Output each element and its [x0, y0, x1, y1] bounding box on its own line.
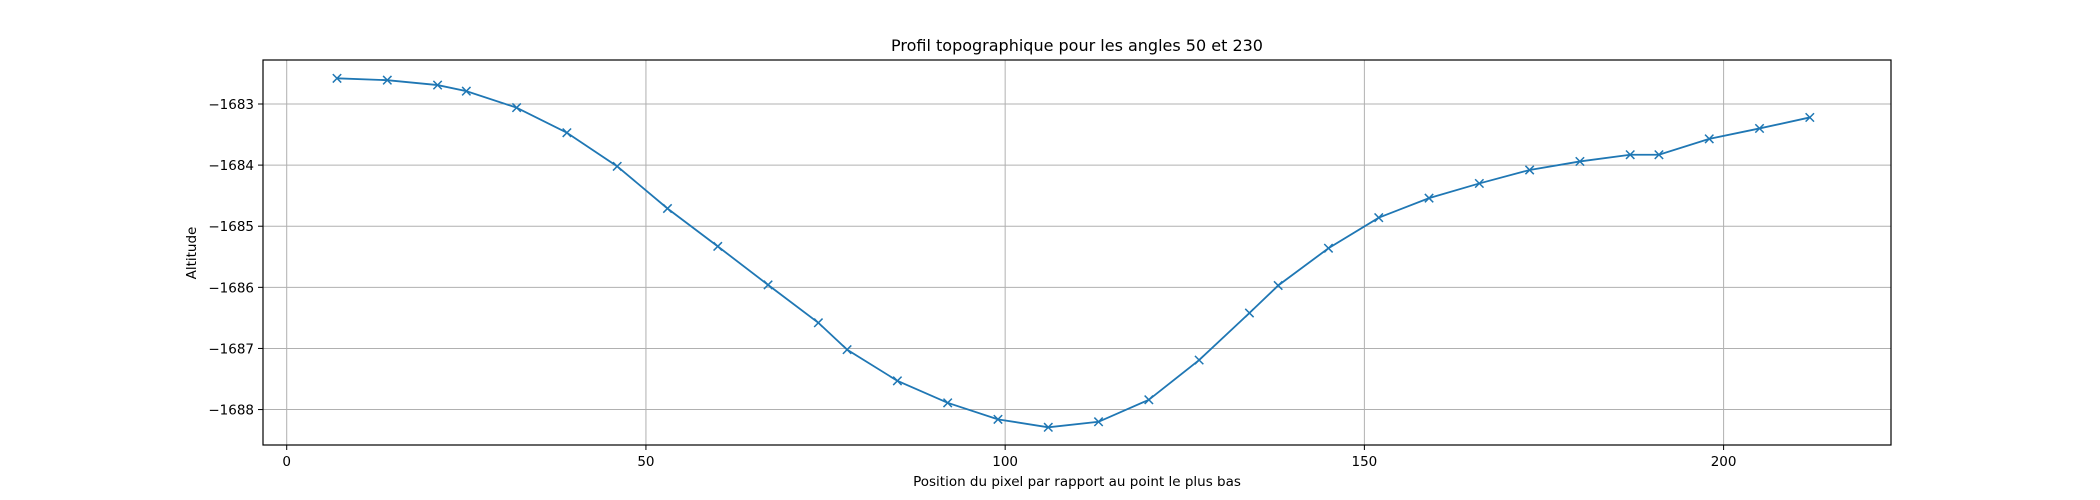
data-point-marker	[332, 73, 342, 84]
data-point-marker	[892, 376, 903, 386]
axis-ticks: 0 50 100 150 200 −1683 −1684 −1685 −1686 −1687 −16…	[208, 97, 1736, 470]
x-axis-label: Position du pixel par rapport au point l…	[913, 474, 1241, 490]
data-point-marker	[1805, 112, 1815, 123]
data-point-marker	[382, 75, 393, 85]
data-point-marker	[1194, 355, 1204, 365]
data-point-marker	[511, 102, 522, 113]
x-tick-label: 0	[282, 454, 291, 470]
data-point-marker	[1654, 149, 1664, 160]
plot-area-frame	[262, 59, 1892, 446]
data-point-marker	[1273, 280, 1283, 291]
y-axis-label: Altitude	[184, 227, 200, 280]
grid-lines	[263, 60, 1891, 445]
data-point-marker	[1424, 193, 1434, 203]
series-group	[332, 73, 1815, 433]
data-point-marker	[763, 280, 773, 290]
data-point-marker	[1524, 165, 1535, 175]
data-point-marker	[1093, 417, 1104, 427]
y-tick-label: −1686	[208, 280, 254, 296]
y-tick-label: −1685	[208, 219, 254, 235]
data-point-marker	[1704, 134, 1714, 144]
x-tick-label: 50	[637, 454, 654, 470]
data-point-marker	[432, 80, 443, 90]
data-point-marker	[1043, 422, 1053, 433]
y-tick-label: −1688	[208, 403, 254, 419]
data-point-marker	[1144, 395, 1154, 405]
data-point-marker	[993, 414, 1003, 425]
data-point-marker	[1625, 149, 1635, 160]
data-point-marker	[1244, 308, 1255, 318]
chart-title: Profil topographique pour les angles 50 …	[891, 36, 1263, 55]
y-tick-label: −1683	[208, 97, 254, 113]
x-tick-label: 100	[992, 454, 1018, 470]
data-point-marker	[1323, 243, 1334, 253]
x-tick-label: 200	[1711, 454, 1737, 470]
y-tick-label: −1687	[208, 341, 254, 357]
series-line	[336, 77, 1811, 429]
data-point-marker	[1374, 212, 1384, 223]
data-point-marker	[1575, 156, 1585, 167]
y-tick-label: −1684	[208, 158, 254, 174]
data-point-marker	[842, 344, 852, 355]
x-tick-label: 150	[1351, 454, 1377, 470]
data-point-marker	[662, 203, 673, 214]
data-point-marker	[813, 318, 824, 328]
data-point-marker	[562, 127, 572, 138]
data-point-marker	[1474, 178, 1485, 189]
data-point-marker	[1754, 123, 1765, 134]
data-point-marker	[461, 86, 472, 96]
data-point-marker	[942, 398, 953, 408]
data-point-marker	[713, 241, 723, 252]
data-point-marker	[612, 161, 622, 172]
